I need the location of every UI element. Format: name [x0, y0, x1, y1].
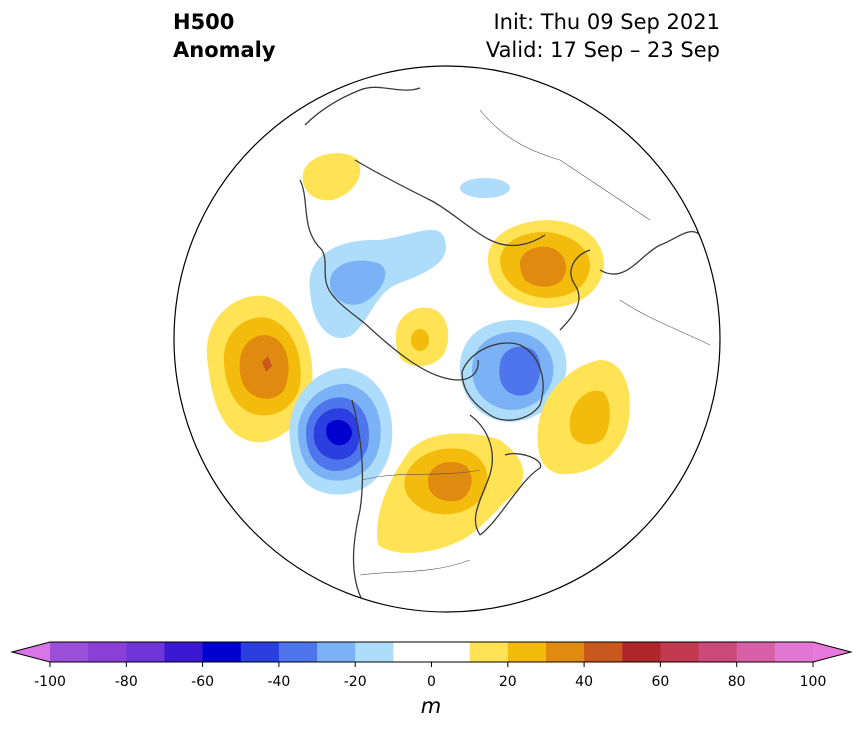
- anomaly-alaska-ridge: [302, 153, 361, 201]
- colorbar-tick-label: 60: [651, 674, 670, 690]
- colorbar-bin-13: [584, 642, 623, 662]
- map-boundary: [173, 65, 721, 613]
- border-asia-1: [479, 109, 561, 161]
- coastline-scandinavia: [559, 249, 591, 331]
- title-line-2: Anomaly: [173, 38, 276, 62]
- anomaly-east-siberia-ridge-core: [520, 246, 567, 287]
- anomaly-north-atlantic-ridge-core: [570, 390, 610, 445]
- border-europe: [619, 299, 711, 346]
- colorbar-tick-label: 80: [727, 674, 746, 690]
- coastline-alaska: [299, 179, 373, 331]
- borders: [359, 109, 711, 576]
- colorbar-bin-12: [545, 642, 585, 662]
- colorbar-bin-2: [126, 642, 165, 662]
- polar-map: [173, 65, 721, 613]
- border-asia-2: [559, 159, 651, 221]
- coastline-pacific-northwest: [351, 399, 364, 601]
- coastlines: [299, 86, 701, 601]
- colorbar-bins: [50, 642, 814, 662]
- colorbar-bin-9: [393, 642, 471, 662]
- colorbar-bin-4: [202, 642, 242, 662]
- colorbar-bin-10: [469, 642, 509, 662]
- colorbar-bin-8: [355, 642, 394, 662]
- colorbar-tick-label: -20: [343, 674, 367, 690]
- coastline-east-canada: [479, 453, 542, 536]
- coastline-hudson-bay: [469, 414, 493, 536]
- title-line-1: H500: [173, 10, 235, 34]
- coastline-east-asia: [304, 86, 421, 126]
- colorbar-tick-label: 40: [575, 674, 594, 690]
- anomaly-siberia-trough: [460, 178, 510, 198]
- border-us-canada: [361, 469, 481, 481]
- colorbar-bin-3: [164, 642, 204, 662]
- colorbar-bin-18: [774, 642, 814, 662]
- colorbar-bin-1: [88, 642, 127, 662]
- border-us-mexico: [359, 559, 471, 576]
- map-title: H500 Anomaly: [173, 8, 276, 64]
- colorbar-bin-16: [698, 642, 738, 662]
- colorbar-tick-label: -40: [267, 674, 291, 690]
- colorbar-bin-0: [50, 642, 89, 662]
- colorbar-bin-14: [622, 642, 661, 662]
- colorbar-over-extension: [813, 642, 851, 662]
- anomaly-contours: [206, 153, 630, 553]
- coastline-europe: [599, 230, 701, 275]
- coastline-canada-arctic: [371, 329, 479, 381]
- colorbar-tick-label: 20: [498, 674, 517, 690]
- colorbar-bin-7: [317, 642, 356, 662]
- anomaly-north-pacific-ridge-peak: [262, 356, 272, 372]
- colorbar-bin-11: [507, 642, 547, 662]
- anomaly-gulf-of-alaska-trough-core: [326, 419, 352, 446]
- colorbar-bin-17: [736, 642, 776, 662]
- valid-range: Valid: 17 Sep – 23 Sep: [485, 38, 720, 62]
- anomaly-central-na-ridge-core: [428, 462, 472, 502]
- anomaly-arctic-ridge-core: [411, 329, 429, 351]
- colorbar-tick-label: 0: [427, 674, 436, 690]
- colorbar-tick-label: -80: [114, 674, 138, 690]
- colorbar-under-extension: [12, 642, 50, 662]
- colorbar-tick-label: 100: [799, 674, 827, 690]
- colorbar-unit-label: m: [420, 694, 442, 718]
- anomaly-scandinavia-trough-core: [499, 346, 541, 396]
- colorbar-ticks: [49, 662, 814, 667]
- colorbar-bin-15: [660, 642, 700, 662]
- colorbar: [10, 641, 853, 667]
- colorbar-tick-label: -100: [34, 674, 66, 690]
- coastline-siberia: [354, 159, 546, 247]
- forecast-dates: Init: Thu 09 Sep 2021 Valid: 17 Sep – 23…: [486, 8, 720, 64]
- colorbar-bin-5: [240, 642, 280, 662]
- init-date: Init: Thu 09 Sep 2021: [493, 10, 720, 34]
- anomaly-east-siberia-trough-core: [329, 260, 386, 305]
- colorbar-tick-label: -60: [191, 674, 215, 690]
- coastline-greenland: [461, 342, 544, 421]
- colorbar-bin-6: [278, 642, 318, 662]
